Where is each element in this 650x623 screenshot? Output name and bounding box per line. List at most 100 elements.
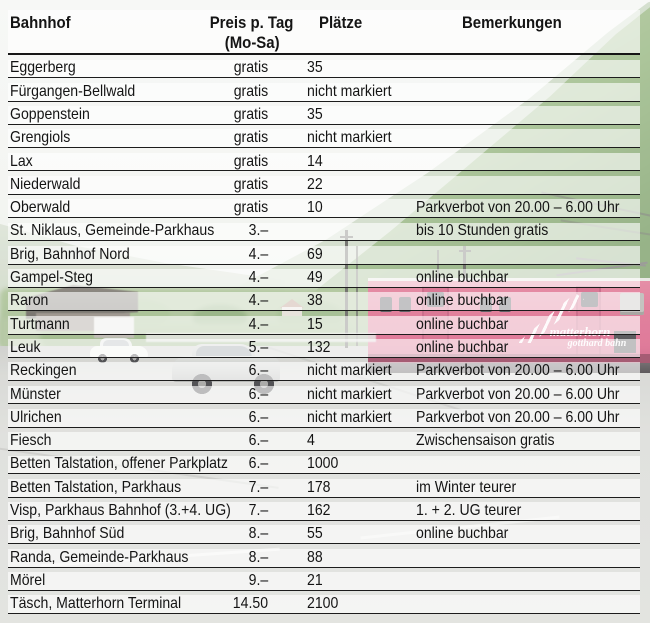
cell-bahnhof: Täsch, Matterhorn Terminal — [10, 595, 182, 613]
cell-plaetze: 88 — [307, 548, 323, 566]
cell-bemerkungen — [416, 60, 640, 78]
cell-preis: gratis — [233, 82, 268, 100]
table-row: Betten Talstation, offener Parkplatz 6.–… — [8, 451, 640, 475]
cell-bemerkungen: 1. + 2. UG teurer — [416, 502, 522, 520]
cell-preis: 4.– — [248, 269, 268, 287]
row-band: Betten Talstation, offener Parkplatz 6.–… — [8, 455, 640, 474]
cell-preis: 4.– — [248, 245, 268, 263]
cell-bemerkungen — [416, 176, 640, 194]
cell-plaetze: 21 — [307, 571, 323, 589]
cell-plaetze: 49 — [307, 269, 323, 287]
cell-bahnhof: St. Niklaus, Gemeinde-Parkhaus — [10, 222, 215, 240]
cell-bahnhof: Visp, Parkhaus Bahnhof (3.+4. UG) — [10, 502, 231, 520]
cell-preis: 3.– — [248, 222, 268, 240]
cell-plaetze: 69 — [307, 245, 323, 263]
table-row: Turtmann 4.– 15 online buchbar — [8, 311, 640, 335]
cell-preis: 5.– — [248, 338, 268, 356]
cell-bemerkungen: Parkverbot von 20.00 – 6.00 Uhr — [416, 199, 620, 217]
table-row: Randa, Gemeinde-Parkhaus 8.– 88 — [8, 544, 640, 568]
cell-preis: 9.– — [248, 571, 268, 589]
cell-bahnhof: Grengiols — [10, 129, 71, 147]
cell-plaetze: 4 — [307, 432, 315, 450]
row-band: St. Niklaus, Gemeinde-Parkhaus 3.– bis 1… — [8, 222, 640, 241]
cell-bahnhof: Fiesch — [10, 432, 52, 450]
cell-bemerkungen: online buchbar — [416, 338, 509, 356]
row-band: Raron 4.– 38 online buchbar — [8, 292, 640, 311]
cell-preis: 6.– — [248, 362, 268, 380]
cell-plaetze: 55 — [307, 525, 323, 543]
row-band: Münster 6.– nicht markiert Parkverbot vo… — [8, 386, 640, 404]
column-header-preis: Preis p. Tag (Mo-Sa) — [210, 13, 294, 52]
table-row: Leuk 5.– 132 online buchbar — [8, 335, 640, 358]
cell-bahnhof: Mörel — [10, 571, 46, 589]
row-band: Oberwald gratis 10 Parkverbot von 20.00 … — [8, 199, 640, 218]
cell-bahnhof: Oberwald — [10, 199, 71, 217]
cell-plaetze: 22 — [307, 175, 323, 193]
table-row: Betten Talstation, Parkhaus 7.– 178 im W… — [8, 474, 640, 498]
cell-bahnhof: Raron — [10, 292, 49, 310]
cell-plaetze: 132 — [307, 338, 331, 356]
cell-bemerkungen: Parkverbot von 20.00 – 6.00 Uhr — [416, 362, 620, 380]
cell-plaetze: nicht markiert — [307, 129, 392, 147]
cell-bahnhof: Fürgangen-Bellwald — [10, 82, 136, 100]
row-band: Ulrichen 6.– nicht markiert Parkverbot v… — [8, 409, 640, 427]
cell-bemerkungen: Parkverbot von 20.00 – 6.00 Uhr — [416, 385, 620, 403]
cell-preis: gratis — [233, 175, 268, 193]
table-row: Lax gratis 14 — [8, 148, 640, 172]
row-band: Reckingen 6.– nicht markiert Parkverbot … — [8, 362, 640, 381]
row-band: Fiesch 6.– 4 Zwischensaison gratis — [8, 432, 640, 451]
table-row: Münster 6.– nicht markiert Parkverbot vo… — [8, 381, 640, 405]
row-band: Brig, Bahnhof Nord 4.– 69 — [8, 246, 640, 264]
catenary-pole — [345, 230, 348, 348]
table-row: Goppenstein gratis 35 — [8, 102, 640, 125]
cell-bahnhof: Lax — [10, 152, 33, 170]
cell-bahnhof: Eggerberg — [10, 59, 76, 77]
row-band: Randa, Gemeinde-Parkhaus 8.– 88 — [8, 549, 640, 567]
cell-plaetze: nicht markiert — [307, 385, 392, 403]
table-row: Fiesch 6.– 4 Zwischensaison gratis — [8, 428, 640, 452]
cell-preis: 7.– — [248, 502, 268, 520]
table-row: Oberwald gratis 10 Parkverbot von 20.00 … — [8, 195, 640, 219]
cell-bemerkungen — [416, 549, 640, 567]
row-band: Brig, Bahnhof Süd 8.– 55 online buchbar — [8, 525, 640, 544]
row-band: Betten Talstation, Parkhaus 7.– 178 im W… — [8, 479, 640, 497]
cell-preis: gratis — [233, 199, 268, 217]
cell-plaetze: 10 — [307, 199, 323, 217]
cell-bahnhof: Niederwald — [10, 175, 81, 193]
cell-bemerkungen: online buchbar — [416, 292, 509, 310]
cell-preis: 4.– — [248, 292, 268, 310]
column-header-bemerkungen: Bemerkungen — [462, 13, 562, 32]
cell-plaetze: 178 — [307, 478, 331, 496]
cell-plaetze: 2100 — [307, 595, 339, 613]
table-row: Visp, Parkhaus Bahnhof (3.+4. UG) 7.– 16… — [8, 498, 640, 521]
cell-preis: 6.– — [248, 385, 268, 403]
cell-bahnhof: Brig, Bahnhof Nord — [10, 245, 130, 263]
table-row: Raron 4.– 38 online buchbar — [8, 288, 640, 312]
cell-bemerkungen — [416, 106, 640, 124]
column-header-plaetze: Plätze — [319, 13, 363, 32]
row-band: Täsch, Matterhorn Terminal 14.50 2100 — [8, 595, 640, 614]
cell-bemerkungen: im Winter teurer — [416, 478, 517, 496]
cell-bemerkungen — [416, 572, 640, 590]
cell-plaetze: 35 — [307, 106, 323, 123]
cell-bemerkungen: online buchbar — [416, 269, 509, 287]
cell-plaetze: 35 — [307, 59, 323, 77]
cell-bemerkungen — [416, 83, 640, 101]
row-band: Grengiols gratis nicht markiert — [8, 129, 640, 148]
platform-wall — [146, 333, 376, 342]
cell-bahnhof: Turtmann — [10, 315, 70, 333]
cell-plaetze: 1000 — [307, 455, 339, 473]
table-row: Grengiols gratis nicht markiert — [8, 125, 640, 149]
table-header: Bahnhof Preis p. Tag (Mo-Sa) Plätze Beme… — [8, 10, 640, 55]
house-wall — [282, 307, 302, 316]
table-row: Reckingen 6.– nicht markiert Parkverbot … — [8, 358, 640, 382]
cell-preis: 8.– — [248, 548, 268, 566]
table-row: Ulrichen 6.– nicht markiert Parkverbot v… — [8, 404, 640, 428]
table-row: Eggerberg gratis 35 — [8, 55, 640, 79]
cell-plaetze: nicht markiert — [307, 362, 392, 380]
cell-preis: gratis — [233, 129, 268, 147]
row-band: Mörel 9.– 21 — [8, 572, 640, 590]
car-wheel — [98, 354, 107, 363]
cell-bahnhof: Brig, Bahnhof Süd — [10, 525, 125, 543]
table-rows: Eggerberg gratis 35 Fürgangen-Bellwald g… — [8, 55, 640, 615]
